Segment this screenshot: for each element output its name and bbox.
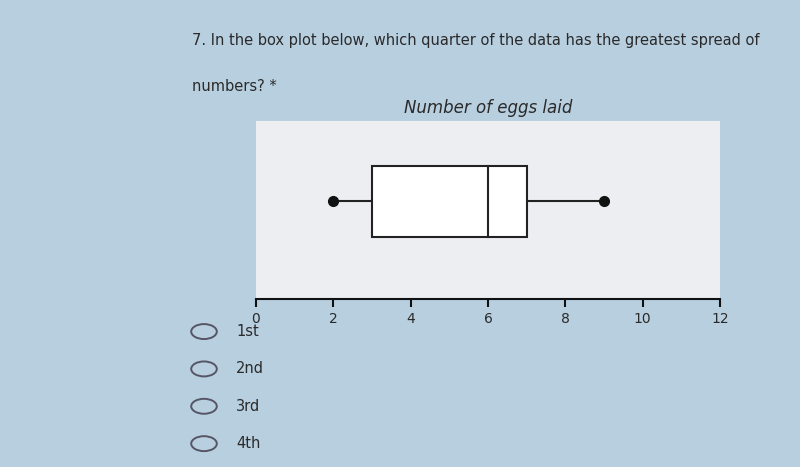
Text: 3rd: 3rd [236, 399, 260, 414]
Text: 4th: 4th [236, 436, 260, 451]
Bar [372, 166, 526, 237]
Title: Number of eggs laid: Number of eggs laid [404, 99, 572, 117]
Text: numbers? *: numbers? * [192, 79, 277, 94]
Text: 7. In the box plot below, which quarter of the data has the greatest spread of: 7. In the box plot below, which quarter … [192, 33, 759, 48]
Text: 1st: 1st [236, 324, 258, 339]
Text: 2nd: 2nd [236, 361, 264, 376]
